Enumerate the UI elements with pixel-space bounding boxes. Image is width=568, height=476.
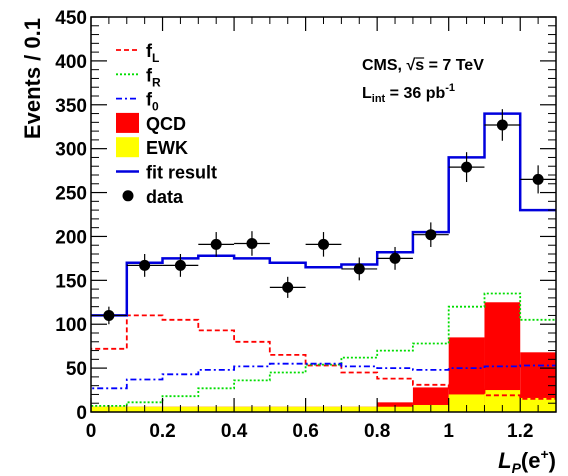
y-tick-label: 450 xyxy=(55,8,87,29)
x-tick-label: 0.4 xyxy=(221,421,248,442)
legend-label: EWK xyxy=(146,138,188,158)
legend-label: data xyxy=(146,187,184,207)
y-tick-label: 0 xyxy=(76,403,87,424)
data-point xyxy=(139,259,151,271)
y-tick-label: 350 xyxy=(55,96,87,117)
data-point xyxy=(461,161,473,173)
ewk-bar xyxy=(520,397,556,412)
y-tick-label: 250 xyxy=(55,184,87,205)
legend-marker xyxy=(122,190,134,202)
y-axis-label: Events / 0.1 xyxy=(20,18,45,139)
y-tick-label: 50 xyxy=(66,359,87,380)
legend-label: fL xyxy=(146,41,159,65)
annotation-lumi: Lint = 36 pb-1 xyxy=(362,82,455,105)
data-point xyxy=(282,281,294,293)
legend-item-f-r: fR xyxy=(116,65,161,89)
data-point xyxy=(174,259,186,271)
x-tick-label: 0.8 xyxy=(364,421,390,442)
legend-label: fR xyxy=(146,65,161,89)
legend-item-f-l: fL xyxy=(116,41,159,65)
series-fit-result xyxy=(91,112,556,317)
data-point xyxy=(532,173,544,185)
data-point xyxy=(210,238,222,250)
data-point xyxy=(103,309,115,321)
y-tick-label: 100 xyxy=(55,315,87,336)
x-axis-label: LP(e+) xyxy=(498,446,556,476)
data-point xyxy=(496,119,508,131)
legend-swatch xyxy=(116,112,139,133)
legend-label: f0 xyxy=(146,90,159,114)
y-tick-label: 400 xyxy=(55,52,87,73)
legend-item-qcd: QCD xyxy=(116,112,186,134)
legend-swatch xyxy=(116,137,139,158)
legend-item-ewk: EWK xyxy=(116,137,188,158)
series-f-l xyxy=(91,314,556,400)
data-point xyxy=(318,238,329,250)
data-point xyxy=(425,229,437,241)
legend-item-f-0: f0 xyxy=(116,90,159,114)
legend-item-data: data xyxy=(122,187,184,207)
series-f-0 xyxy=(91,362,556,390)
legend-label: QCD xyxy=(146,114,186,134)
y-tick-label: 200 xyxy=(55,227,87,248)
annotation-cms: CMS, √s = 7 TeV xyxy=(362,57,484,74)
y-tick-label: 300 xyxy=(55,140,87,161)
data-point xyxy=(246,237,258,249)
legend-label: fit result xyxy=(146,163,217,183)
x-tick-label: 1.2 xyxy=(507,421,533,442)
data-point xyxy=(389,252,401,264)
x-tick-label: 0.2 xyxy=(149,421,175,442)
legend-item-fit-result: fit result xyxy=(116,163,217,183)
x-tick-label: 1 xyxy=(443,421,454,442)
data-points xyxy=(91,109,556,325)
ewk-bar xyxy=(448,394,485,412)
data-point xyxy=(353,263,365,275)
x-tick-label: 0.6 xyxy=(292,421,318,442)
histograms xyxy=(91,112,556,412)
x-tick-label: 0 xyxy=(86,421,97,442)
y-tick-label: 150 xyxy=(55,271,87,292)
axes: 0 50 100 150 200 250 300 350 400 450 0 0.2 0.4 0.6 0.8… xyxy=(55,8,556,442)
